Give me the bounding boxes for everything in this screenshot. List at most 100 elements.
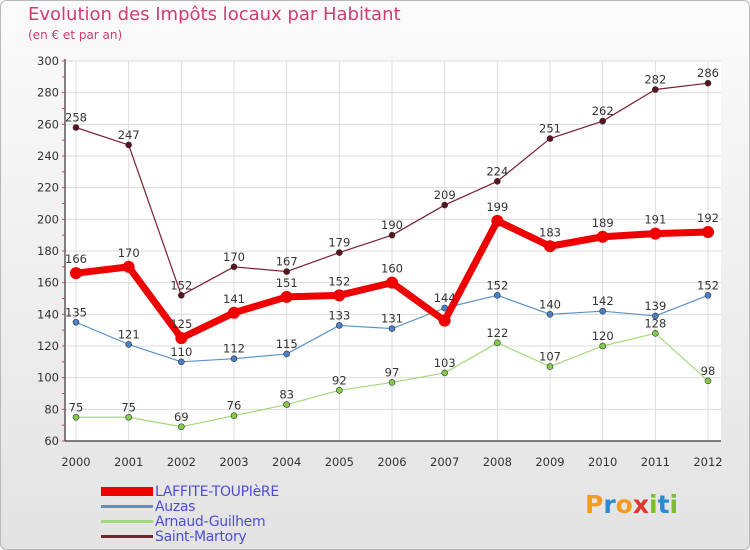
data-label: 121 [118,327,140,341]
data-point [546,363,554,370]
y-tick-label: 240 [37,149,59,163]
data-label: 151 [276,276,298,290]
data-label: 170 [223,250,245,264]
data-label: 199 [486,200,508,214]
data-label: 191 [644,213,666,227]
data-point [599,342,606,350]
data-point [72,318,80,326]
data-label: 247 [118,128,140,142]
data-point [333,289,346,302]
data-point [175,332,188,345]
x-tick-label: 2004 [272,455,301,469]
logo-letter: P [585,490,604,519]
data-label: 209 [434,188,456,202]
x-tick-label: 2001 [114,455,143,469]
data-point [336,387,343,394]
logo-letter: o [615,490,633,519]
data-point [125,341,132,348]
legend-label: LAFFITE-TOUPIèRE [155,484,279,500]
data-point [283,401,290,408]
y-tick-label: 60 [44,434,59,448]
legend-label: Arnaud-Guilhem [155,514,266,530]
y-tick-label: 80 [44,402,59,416]
x-tick-label: 2009 [535,455,564,469]
legend-swatch [101,487,153,496]
x-tick-label: 2008 [483,455,512,469]
x-tick-label: 2012 [693,455,722,469]
data-label: 170 [118,246,140,260]
data-label: 152 [170,278,192,292]
y-tick-label: 300 [37,54,59,68]
legend-swatch [101,505,153,508]
data-label: 166 [65,252,87,266]
logo-letter: x [632,490,649,519]
data-point [491,214,504,227]
data-label: 152 [697,278,719,292]
x-tick-label: 2010 [588,455,617,469]
proxiti-logo: Proxiti [585,490,678,519]
data-point [494,339,501,347]
data-point [599,117,606,125]
data-point [388,325,396,332]
data-point [704,377,712,385]
data-label: 152 [328,274,350,288]
data-point [230,355,238,362]
y-tick-label: 180 [37,244,59,258]
data-point [178,292,185,299]
data-point [228,306,240,319]
x-tick-label: 2000 [61,455,90,469]
data-label: 183 [539,225,561,239]
y-tick-label: 260 [37,117,59,131]
data-label: 128 [644,316,666,330]
legend-label: Saint-Martory [155,529,247,545]
data-point [388,231,396,239]
data-point [649,227,662,240]
data-label: 258 [65,111,87,125]
x-tick-label: 2005 [325,455,354,469]
data-label: 167 [276,255,298,269]
data-label: 142 [592,294,614,308]
data-label: 139 [644,299,666,313]
data-label: 160 [381,262,403,276]
data-point [125,413,132,421]
data-point [336,322,343,329]
data-label: 83 [279,388,294,402]
data-point [546,135,554,142]
data-point [544,240,556,253]
data-label: 141 [223,292,245,306]
data-label: 107 [539,350,561,364]
chart-subtitle: (en € et par an) [28,28,123,42]
legend-swatch [101,520,153,523]
data-label: 112 [223,342,245,356]
x-tick-label: 2007 [430,455,459,469]
data-point [546,311,554,318]
logo-letter: i [649,490,658,519]
x-tick-label: 2003 [219,455,248,469]
data-point [652,312,659,320]
data-label: 286 [697,66,719,80]
data-point [72,413,80,421]
data-point [230,412,238,419]
data-point [652,86,659,93]
data-point [283,350,290,358]
y-tick-label: 140 [37,307,59,321]
legend-swatch [101,535,153,538]
data-point [441,201,448,209]
data-point [178,423,185,431]
data-point [494,178,501,185]
legend-label: Auzas [155,499,196,515]
data-point [386,276,398,289]
data-point [336,249,343,256]
data-label: 179 [328,236,350,250]
data-label: 69 [174,410,189,424]
data-label: 120 [592,329,614,343]
data-point [70,267,82,280]
chart-title: Evolution des Impôts locaux par Habitant [28,4,401,25]
data-label: 92 [332,373,347,387]
x-tick-label: 2011 [641,455,670,469]
y-tick-label: 220 [37,181,59,195]
data-point [652,330,659,337]
data-point [230,263,238,271]
